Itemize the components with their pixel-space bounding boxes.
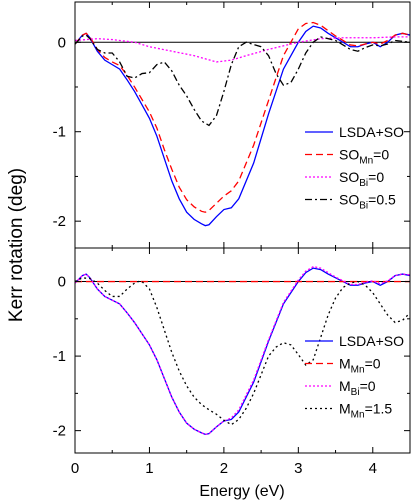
y-tick-label: -2 bbox=[53, 213, 66, 230]
legend-label: MMn=1.5 bbox=[339, 401, 392, 421]
x-tick-label: 3 bbox=[294, 460, 302, 477]
legend-label: SOMn=0 bbox=[339, 147, 389, 167]
series-line-top-3 bbox=[75, 34, 410, 127]
legend-label: SOBi=0.5 bbox=[339, 192, 396, 212]
y-tick-label: -1 bbox=[53, 348, 66, 365]
series-line-bottom-2 bbox=[75, 265, 410, 436]
y-tick-label: 0 bbox=[58, 34, 66, 51]
x-tick-label: 2 bbox=[220, 460, 228, 477]
y-tick-label: 0 bbox=[58, 274, 66, 291]
x-tick-label: 4 bbox=[369, 460, 377, 477]
legend-label: MMn=0 bbox=[339, 356, 381, 376]
y-axis-label: Kerr rotation (deg) bbox=[6, 168, 27, 322]
legend-label: LSDA+SO bbox=[339, 333, 404, 349]
x-tick-label: 1 bbox=[145, 460, 153, 477]
y-tick-label: -1 bbox=[53, 124, 66, 141]
series-line-top-2 bbox=[75, 36, 410, 63]
legend-label: MBi=0 bbox=[339, 378, 376, 398]
legend-label: SOBi=0 bbox=[339, 169, 384, 189]
series-line-top-1 bbox=[75, 21, 410, 213]
legend-label: LSDA+SO bbox=[339, 124, 404, 140]
y-tick-label: -2 bbox=[53, 423, 66, 440]
plot-frame bbox=[74, 247, 411, 454]
series-line-bottom-3 bbox=[75, 277, 410, 426]
series-line-bottom-0 bbox=[75, 267, 410, 436]
x-tick-label: 0 bbox=[71, 460, 79, 477]
x-axis-label: Energy (eV) bbox=[199, 483, 284, 500]
series-line-top-0 bbox=[75, 25, 410, 227]
